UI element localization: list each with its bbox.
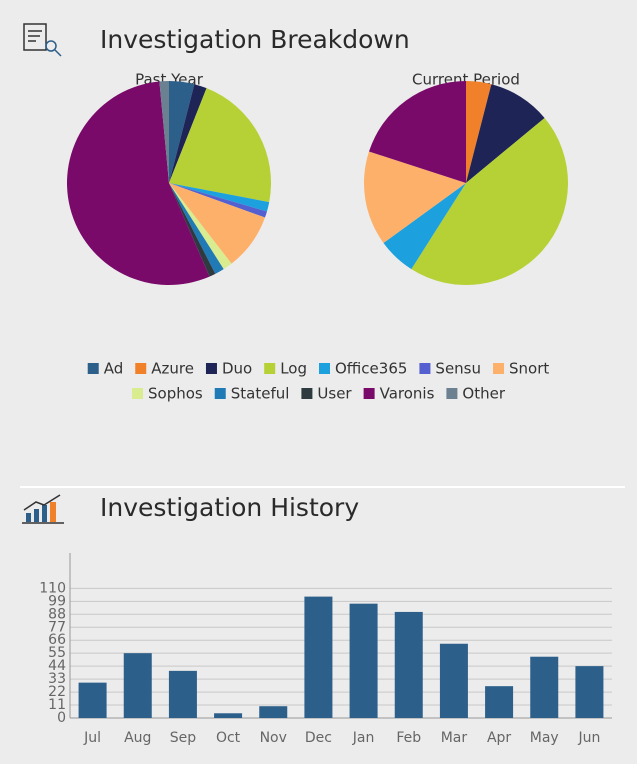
legend-item: User <box>301 385 352 403</box>
x-tick-label: Oct <box>216 730 241 746</box>
pie-slice <box>159 81 169 183</box>
x-tick-label: Jul <box>83 730 101 746</box>
pie-slice <box>169 183 216 277</box>
legend-swatch <box>264 363 276 374</box>
legend-item: Ad <box>87 360 124 378</box>
legend-label: Ad <box>104 360 124 378</box>
x-tick-label: Sep <box>170 730 197 746</box>
x-tick-label: Nov <box>260 730 287 746</box>
legend-label: Other <box>462 385 505 403</box>
x-tick-label: May <box>530 730 559 746</box>
pie-title: Current Period <box>412 71 520 89</box>
y-tick-label: 66 <box>48 632 66 648</box>
legend-label: User <box>317 385 352 403</box>
legend-label: Azure <box>151 360 194 378</box>
legend-label: Duo <box>222 360 252 378</box>
bar <box>78 682 107 718</box>
legend-item: Other <box>446 385 506 403</box>
bar <box>259 706 288 718</box>
y-tick-label: 99 <box>48 593 66 609</box>
y-tick-label: 44 <box>48 658 66 674</box>
legend-item: Duo <box>205 360 252 378</box>
legend-label: Sophos <box>148 385 203 403</box>
bar <box>123 653 152 718</box>
section-title: Investigation Breakdown <box>100 25 410 54</box>
legend-label: Office365 <box>335 360 407 378</box>
x-tick-label: Feb <box>396 730 421 746</box>
bar <box>168 670 197 718</box>
legend-swatch <box>419 363 431 374</box>
section-title: Investigation History <box>100 493 359 522</box>
pie-slice <box>411 117 569 286</box>
legend-swatch <box>132 388 143 399</box>
pie-slice <box>169 84 207 183</box>
legend-label: Log <box>280 360 307 378</box>
pie-slice <box>466 81 492 183</box>
legend-swatch <box>205 363 217 374</box>
bar <box>530 656 559 718</box>
bar <box>485 686 514 718</box>
y-tick-label: 0 <box>57 710 66 726</box>
pie-slice <box>169 183 265 264</box>
legend-item: Snort <box>493 360 549 378</box>
y-tick-label: 55 <box>48 645 66 661</box>
bar <box>304 596 333 718</box>
legend-item: Sophos <box>132 385 203 403</box>
bar <box>575 666 604 718</box>
pie-slice <box>169 183 270 212</box>
y-tick-label: 88 <box>48 606 66 622</box>
legend-label: Stateful <box>231 385 290 403</box>
legend-swatch <box>446 388 458 399</box>
legend-item: Azure <box>135 360 194 378</box>
legend-swatch <box>301 388 313 399</box>
pie-slice <box>466 84 545 183</box>
y-tick-label: 77 <box>48 619 66 635</box>
x-tick-label: Mar <box>441 730 468 746</box>
x-tick-label: Aug <box>124 730 151 746</box>
pie-slice <box>169 88 271 203</box>
x-tick-label: Apr <box>487 730 511 746</box>
pie-slice <box>169 183 232 270</box>
y-tick-label: 11 <box>48 697 66 713</box>
x-tick-label: Jun <box>577 730 600 746</box>
bar <box>394 611 423 718</box>
pie-slice <box>383 183 466 270</box>
legend-swatch <box>363 388 375 399</box>
legend-swatch <box>493 363 505 374</box>
pie-slice <box>66 81 210 285</box>
pie-slice <box>169 183 224 274</box>
y-tick-label: 22 <box>48 684 66 700</box>
legend-item: Office365 <box>319 360 407 378</box>
pie-slice <box>364 151 466 243</box>
history-icon <box>22 494 64 524</box>
x-tick-label: Dec <box>305 730 332 746</box>
x-tick-label: Jan <box>352 730 375 746</box>
legend-item: Log <box>264 360 307 378</box>
legend-swatch <box>135 363 147 374</box>
bar <box>349 603 378 718</box>
breakdown-icon <box>23 23 62 57</box>
pie-slice <box>169 81 195 183</box>
legend-label: Snort <box>509 360 549 378</box>
y-tick-label: 33 <box>48 671 66 687</box>
legend-label: Varonis <box>380 385 435 403</box>
legend-swatch <box>214 388 226 399</box>
pie-slice <box>169 183 267 218</box>
legend-item: Stateful <box>214 385 290 403</box>
legend-item: Sensu <box>419 360 481 378</box>
bar <box>439 643 468 718</box>
legend-swatch <box>319 363 330 374</box>
legend-label: Sensu <box>435 360 481 378</box>
legend-swatch <box>87 363 99 374</box>
bar <box>214 713 243 718</box>
legend-item: Varonis <box>363 385 435 403</box>
pie-slice <box>368 81 466 183</box>
y-tick-label: 110 <box>39 580 66 596</box>
